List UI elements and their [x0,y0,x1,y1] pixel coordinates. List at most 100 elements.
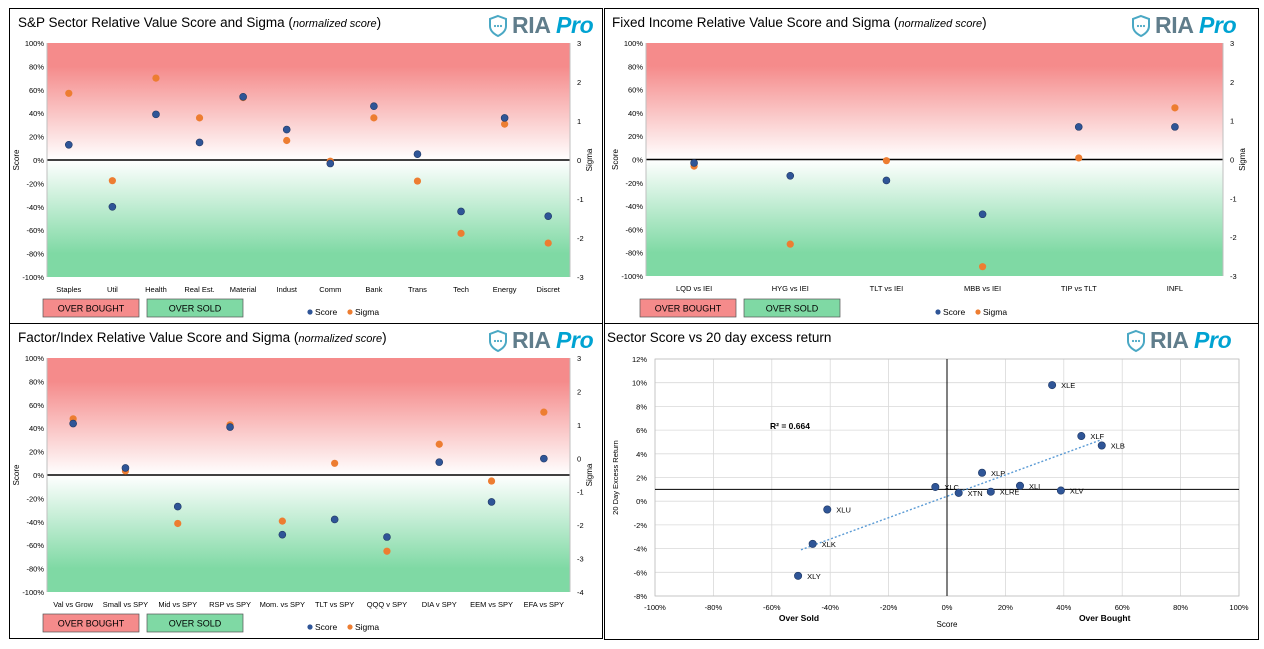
score-legend-marker [307,309,313,315]
point-label: XLB [1111,442,1125,451]
y-axis-title: 20 Day Excess Return [611,440,620,515]
overbought-zone [47,43,570,160]
y2-tick-label: -1 [1230,194,1237,203]
y-tick-label: -6% [634,568,648,577]
data-point [1056,486,1065,495]
data-point [794,571,803,580]
overbought-legend-box [639,298,737,318]
y2-tick-label: -2 [577,521,584,530]
sigma-point [435,440,443,448]
y-tick-label: -80% [26,250,44,259]
y-tick-label: -2% [634,521,648,530]
score-point [413,150,422,158]
score-point [330,515,339,524]
shield-icon [1132,14,1150,37]
y2-tick-label: 2 [577,78,581,87]
score-point [121,464,130,472]
x-tick-label: Util [107,285,118,294]
point-label: XLRE [1000,488,1020,497]
y2-tick-label: 1 [1230,117,1234,126]
score-point [540,454,548,463]
y-tick-label: 20% [628,132,643,141]
y2-tick-label: 1 [577,421,581,430]
oversold-legend-label: OVER SOLD [169,304,222,314]
oversold-legend-box [146,298,244,318]
score-point [278,530,287,539]
y-tick-label: 0% [33,471,44,480]
oversold-zone [47,160,570,277]
sigma-point [174,519,182,528]
x-tick-label: 80% [1173,603,1188,612]
overbought-legend-label: OVER BOUGHT [655,304,722,314]
oversold-zone [47,475,570,592]
y2-tick-label: -3 [1230,272,1237,281]
panel-title: Factor/Index Relative Value Score and Si… [18,330,387,345]
x-tick-label: -100% [644,603,666,612]
y-tick-label: 20% [29,448,44,457]
score-point [370,102,378,110]
data-point [808,539,817,548]
ria-pro-logo: RIA Pro [1126,327,1232,354]
y-tick-label: 80% [29,62,44,71]
sigma-point [786,240,794,248]
y2-tick-label: -4 [577,588,584,597]
y2-tick-label: -3 [577,273,584,282]
x-tick-label: TLT vs SPY [315,600,354,609]
y-tick-label: -100% [22,273,44,282]
data-point [1048,381,1057,390]
score-point [786,172,795,180]
data-point [1015,481,1024,490]
y-tick-label: 80% [628,62,643,71]
y-tick-label: -40% [26,203,44,212]
x-tick-label: Real Est. [184,285,214,294]
oversold-legend-label: OVER SOLD [169,619,222,629]
score-point [108,203,117,211]
y-tick-label: 100% [25,354,45,363]
y-tick-label: 6% [636,426,647,435]
sigma-point [195,114,204,122]
x-tick-label: Mid vs SPY [158,600,197,609]
sigma-legend-label: Sigma [355,622,379,632]
panel-factor-index: Factor/Index Relative Value Score and Si… [9,323,603,639]
score-point [64,140,73,149]
y-tick-label: -4% [634,545,648,554]
y-tick-label: 12% [632,355,647,364]
y-tick-label: 8% [636,402,647,411]
x-tick-label: Mom. vs SPY [260,600,305,609]
y-tick-label: 2% [636,474,647,483]
y-tick-label: 60% [29,401,44,410]
sigma-point [1075,154,1083,162]
over-sold-label: Over Sold [779,613,819,623]
x-tick-label: HYG vs IEI [772,284,809,293]
y-tick-label: 100% [624,39,644,48]
y-axis-title: Score [611,149,620,170]
y-tick-label: 40% [29,109,44,118]
x-tick-label: Indust [276,285,297,294]
y2-tick-label: -1 [577,195,584,204]
x-tick-label: -20% [880,603,898,612]
y2-tick-label: -2 [577,234,584,243]
score-point [173,502,182,511]
sigma-point [882,157,891,165]
y2-tick-label: -3 [577,555,584,564]
sigma-point [457,229,465,237]
x-tick-label: QQQ v SPY [367,600,407,609]
y-tick-label: 40% [628,109,643,118]
shield-icon [489,14,507,37]
y2-tick-label: 0 [1230,156,1234,165]
oversold-legend-box [146,613,244,633]
data-point [823,505,832,514]
x-tick-label: Staples [56,285,81,294]
score-point [69,419,77,428]
sigma-point [278,517,286,525]
score-point [383,533,391,541]
score-point [1171,123,1179,131]
sigma-legend-marker [975,309,981,315]
y2-tick-label: 3 [577,354,581,363]
overbought-legend-label: OVER BOUGHT [58,619,125,629]
score-point [487,498,496,506]
y2-tick-label: -2 [1230,233,1237,242]
x-tick-label: TIP vs TLT [1061,284,1097,293]
overbought-zone [646,43,1223,160]
point-label: XTN [968,489,983,498]
